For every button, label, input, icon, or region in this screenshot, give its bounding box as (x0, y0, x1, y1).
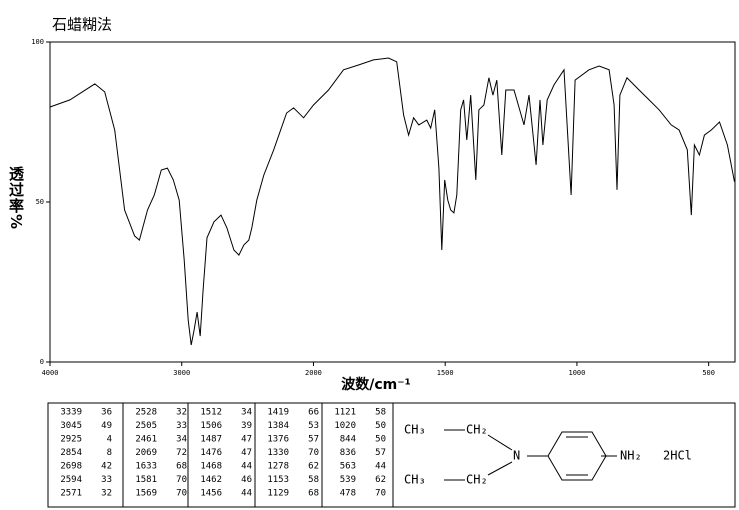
peak-transmittance: 66 (308, 408, 319, 418)
peak-wavenumber: 1153 (267, 475, 289, 485)
peak-transmittance: 62 (375, 475, 386, 485)
peak-transmittance: 70 (375, 489, 386, 499)
peak-wavenumber: 1462 (200, 475, 222, 485)
plot-frame (49, 41, 736, 363)
peak-wavenumber: 1487 (200, 435, 222, 445)
peak-wavenumber: 844 (340, 435, 356, 445)
peak-transmittance: 32 (101, 489, 112, 499)
peak-transmittance: 58 (308, 475, 319, 485)
peak-transmittance: 32 (176, 408, 187, 418)
peak-table-frame (47, 402, 736, 508)
peak-wavenumber: 478 (340, 489, 356, 499)
x-tick-label: 1500 (437, 369, 454, 377)
peak-transmittance: 49 (101, 421, 112, 431)
peak-wavenumber: 1581 (135, 475, 157, 485)
y-tick-label: 0 (40, 358, 44, 366)
peak-transmittance: 68 (308, 489, 319, 499)
peak-transmittance: 57 (375, 448, 386, 458)
peak-transmittance: 46 (241, 475, 252, 485)
peak-wavenumber: 836 (340, 448, 356, 458)
y-tick-label: 50 (36, 198, 44, 206)
peak-wavenumber: 539 (340, 475, 356, 485)
peak-transmittance: 47 (241, 435, 252, 445)
peak-wavenumber: 1506 (200, 421, 222, 431)
peak-transmittance: 42 (101, 462, 112, 472)
peak-wavenumber: 2571 (60, 489, 82, 499)
peak-wavenumber: 1121 (334, 408, 356, 418)
peak-wavenumber: 2461 (135, 435, 157, 445)
x-axis-label: 波数/cm⁻¹ (341, 376, 411, 393)
peak-transmittance: 70 (176, 475, 187, 485)
peak-wavenumber: 1512 (200, 408, 222, 418)
peak-wavenumber: 3045 (60, 421, 82, 431)
structure-bonds (444, 429, 617, 481)
peak-wavenumber: 3339 (60, 408, 82, 418)
peak-wavenumber: 1456 (200, 489, 222, 499)
structure-label: CH₃ (404, 473, 426, 487)
structure-label: NH₂ (620, 449, 642, 463)
peak-transmittance: 72 (176, 448, 187, 458)
peak-wavenumber: 1129 (267, 489, 289, 499)
peak-wavenumber: 2528 (135, 408, 157, 418)
peak-wavenumber: 2925 (60, 435, 82, 445)
structure-label: CH₂ (466, 423, 488, 437)
peak-transmittance: 58 (375, 408, 386, 418)
structure-label: N (513, 449, 520, 463)
x-tick-label: 3000 (173, 369, 190, 377)
peak-transmittance: 47 (241, 448, 252, 458)
peak-wavenumber: 1468 (200, 462, 222, 472)
peak-transmittance: 44 (241, 489, 252, 499)
peak-transmittance: 4 (107, 435, 112, 445)
peak-transmittance: 70 (308, 448, 319, 458)
x-tick-label: 2000 (305, 369, 322, 377)
structure-label: 2HCl (663, 449, 692, 463)
y-tick-label: 100 (31, 38, 44, 46)
peak-wavenumber: 563 (340, 462, 356, 472)
spectrum-line (49, 57, 735, 346)
peak-wavenumber: 1419 (267, 408, 289, 418)
peak-wavenumber: 2594 (60, 475, 82, 485)
peak-transmittance: 39 (241, 421, 252, 431)
peak-wavenumber: 2505 (135, 421, 157, 431)
peak-transmittance: 70 (176, 489, 187, 499)
peak-wavenumber: 2069 (135, 448, 157, 458)
peak-wavenumber: 1376 (267, 435, 289, 445)
x-tick-label: 1000 (568, 369, 585, 377)
peak-transmittance: 34 (176, 435, 187, 445)
peak-wavenumber: 1020 (334, 421, 356, 431)
peak-wavenumber: 1278 (267, 462, 289, 472)
peak-wavenumber: 1569 (135, 489, 157, 499)
peak-transmittance: 57 (308, 435, 319, 445)
peak-transmittance: 36 (101, 408, 112, 418)
x-tick-label: 500 (702, 369, 715, 377)
peak-wavenumber: 1633 (135, 462, 157, 472)
peak-transmittance: 44 (241, 462, 252, 472)
peak-transmittance: 34 (241, 408, 252, 418)
peak-wavenumber: 2854 (60, 448, 82, 458)
structure-label: CH₂ (466, 473, 488, 487)
peak-transmittance: 62 (308, 462, 319, 472)
peak-transmittance: 68 (176, 462, 187, 472)
peak-transmittance: 53 (308, 421, 319, 431)
y-axis-label: 透过率% (7, 166, 25, 231)
structure-label: CH₃ (404, 423, 426, 437)
peak-transmittance: 33 (101, 475, 112, 485)
peak-transmittance: 50 (375, 421, 386, 431)
peak-transmittance: 33 (176, 421, 187, 431)
x-tick-label: 4000 (42, 369, 59, 377)
peak-transmittance: 44 (375, 462, 386, 472)
peak-wavenumber: 2698 (60, 462, 82, 472)
peak-wavenumber: 1330 (267, 448, 289, 458)
peak-transmittance: 8 (107, 448, 112, 458)
peak-wavenumber: 1384 (267, 421, 289, 431)
peak-transmittance: 50 (375, 435, 386, 445)
chart-title: 石蜡糊法 (52, 16, 112, 34)
peak-wavenumber: 1476 (200, 448, 222, 458)
